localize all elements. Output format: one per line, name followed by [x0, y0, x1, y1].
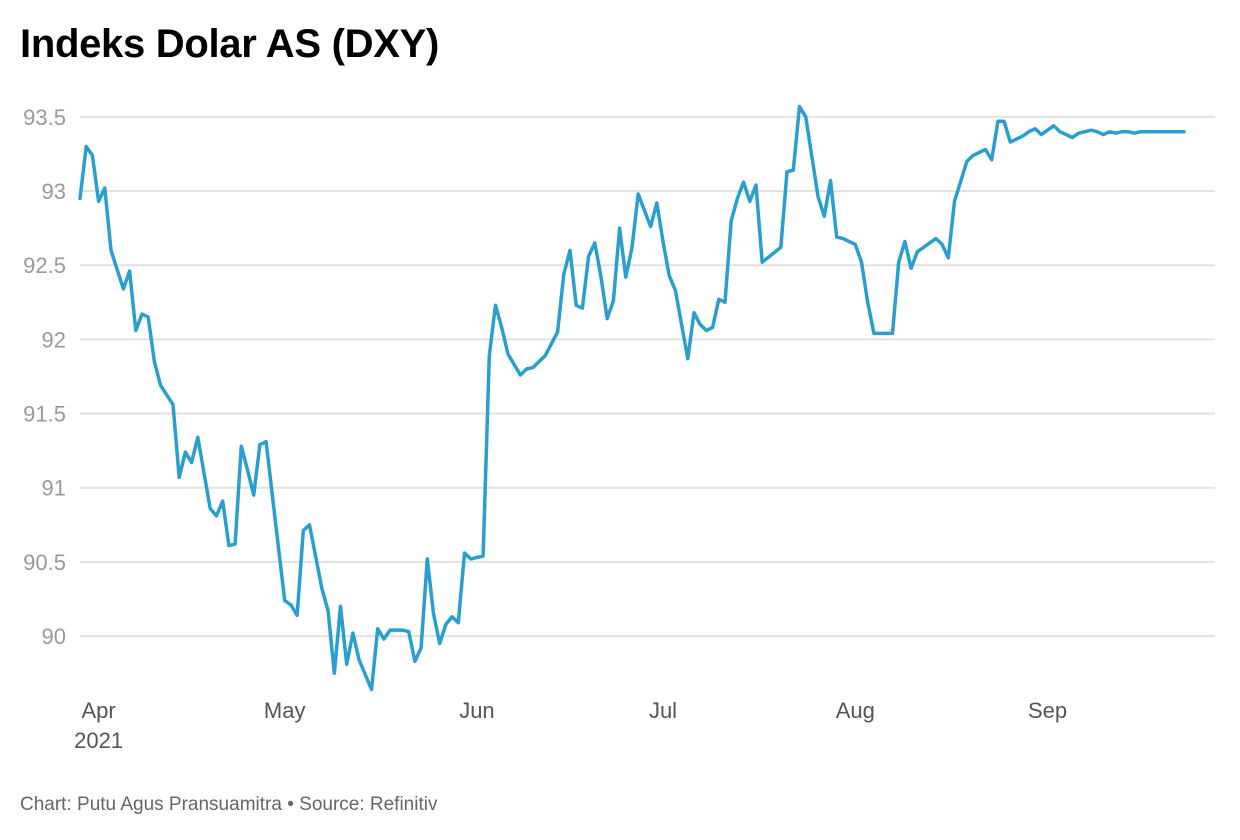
y-axis-tick-labels: 90 90.5 91 91.5 92 92.5 93 93.5: [23, 105, 66, 649]
x-tick-label: Sep: [1028, 698, 1067, 723]
gridlines: [80, 115, 1215, 638]
chart-credit: Chart: Putu Agus Pransuamitra: [20, 794, 282, 815]
footer-separator: •: [287, 794, 294, 815]
dxy-series-line: [78, 104, 1186, 692]
y-tick-label: 93: [42, 179, 66, 204]
chart-footer: Chart: Putu Agus Pransuamitra • Source: …: [20, 794, 437, 816]
chart-title: Indeks Dolar AS (DXY): [20, 22, 439, 66]
x-tick-label: Jul: [649, 698, 677, 723]
y-tick-label: 91: [42, 476, 66, 501]
x-tick-label: Apr: [81, 698, 115, 723]
y-tick-label: 90.5: [23, 550, 66, 575]
y-tick-label: 91.5: [23, 402, 66, 427]
y-tick-label: 92: [42, 327, 66, 352]
y-tick-label: 93.5: [23, 105, 66, 130]
x-tick-label: Aug: [836, 698, 875, 723]
chart-source: Source: Refinitiv: [299, 794, 438, 815]
x-tick-label: May: [264, 698, 306, 723]
chart-area: 90 90.5 91 91.5 92 92.5 93 93.5 Apr 2021 May Jun Ju…: [23, 104, 1215, 753]
y-tick-label: 92.5: [23, 253, 66, 278]
x-axis-tick-labels: Apr 2021 May Jun Jul Aug Sep: [74, 698, 1067, 753]
y-tick-label: 90: [42, 624, 66, 649]
x-tick-year-label: 2021: [74, 728, 123, 753]
x-tick-label: Jun: [459, 698, 494, 723]
